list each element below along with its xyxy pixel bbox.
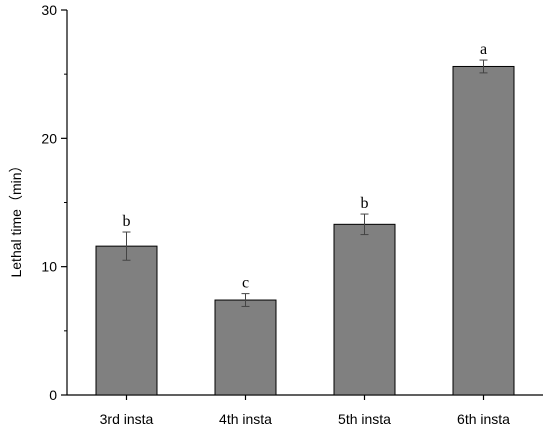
significance-label: b xyxy=(123,213,131,230)
x-tick-label: 6th insta xyxy=(457,411,510,427)
y-tick-label: 10 xyxy=(41,259,57,275)
plot-area: 0 10 20 30 b 3rd insta c 4th insta b 5th insta a 6t… xyxy=(41,2,543,427)
significance-label: b xyxy=(361,195,369,212)
x-tick-label: 4th insta xyxy=(219,411,272,427)
x-tick-label: 3rd insta xyxy=(100,411,154,427)
significance-label: a xyxy=(480,41,487,58)
bar xyxy=(95,245,158,396)
y-tick-label: 30 xyxy=(41,2,57,18)
x-tick-label: 5th insta xyxy=(338,411,391,427)
bar xyxy=(452,65,515,396)
y-tick-label: 0 xyxy=(49,387,57,403)
y-axis-title: Lethal time（min） xyxy=(8,158,24,277)
y-tick-label: 20 xyxy=(41,130,57,146)
bar xyxy=(333,223,396,396)
bar xyxy=(214,299,277,396)
significance-label: c xyxy=(242,275,249,292)
